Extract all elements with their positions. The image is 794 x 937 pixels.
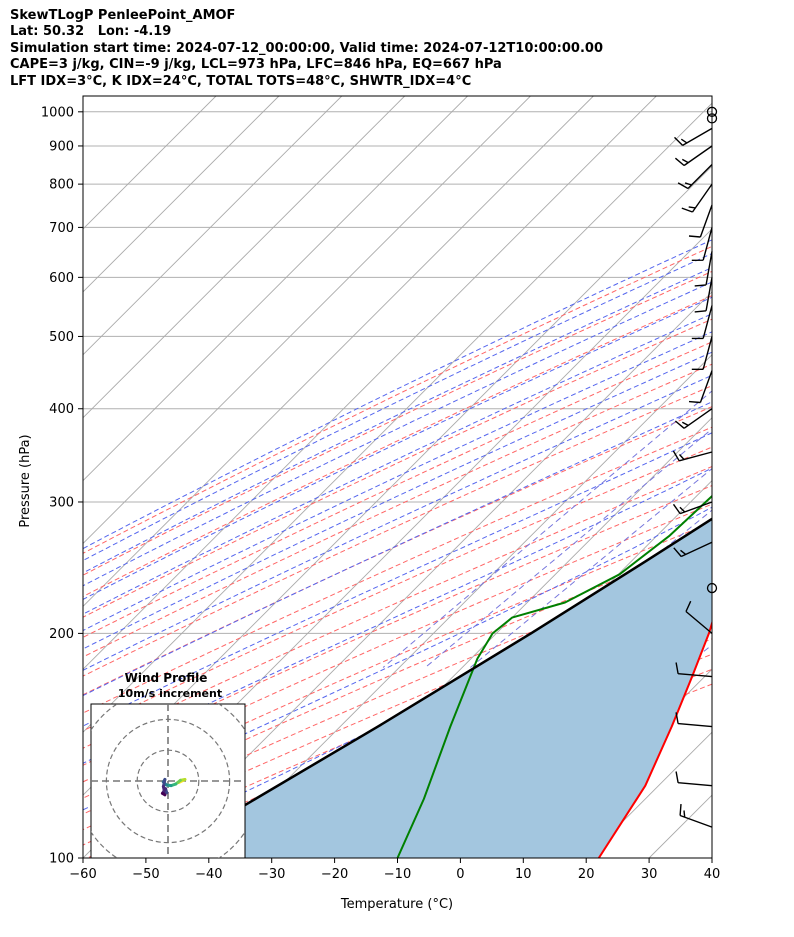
temperature-line xyxy=(597,619,712,858)
isotherm-line xyxy=(208,354,712,858)
x-tick-label: 10 xyxy=(515,867,532,882)
moist-adiabat-line xyxy=(83,506,712,811)
chart-header: SkewTLogP PenleePoint_AMOF Lat: 50.32 Lo… xyxy=(10,8,603,90)
moist-adiabat-line xyxy=(83,432,712,727)
wind-barb-calm xyxy=(706,106,718,117)
wind-barb xyxy=(672,501,713,515)
x-axis-label: Temperature (°C) xyxy=(340,897,453,912)
cape-line: CAPE=3 j/kg, CIN=-9 j/kg, LCL=973 hPa, L… xyxy=(10,57,502,73)
hodograph: Wind Profile 10m/s increment xyxy=(90,671,246,859)
dry-adiabat-line xyxy=(83,295,712,598)
mixing-ratio-line xyxy=(382,390,712,668)
wind-barb xyxy=(675,662,713,678)
moist-adiabat-line xyxy=(83,313,712,615)
dry-adiabat-line xyxy=(83,363,712,658)
isotherm-line xyxy=(83,102,712,733)
wind-barb xyxy=(672,450,713,462)
mixing-ratio-line xyxy=(470,467,712,668)
y-tick-label: 200 xyxy=(49,627,74,642)
x-tick-label: 40 xyxy=(704,867,721,882)
wind-barb xyxy=(694,251,713,287)
moist-adiabat-line xyxy=(83,281,712,587)
x-tick-label: −20 xyxy=(321,867,348,882)
x-tick-label: −60 xyxy=(69,867,96,882)
x-tick-label: −10 xyxy=(384,867,411,882)
isotherm-line xyxy=(83,96,217,230)
wind-barb-calm xyxy=(706,582,718,594)
hodograph-plot xyxy=(91,704,245,858)
chart-title: SkewTLogP PenleePoint_AMOF xyxy=(10,8,236,23)
y-tick-label: 300 xyxy=(49,495,74,510)
parcel-line xyxy=(154,517,712,858)
wind-barb xyxy=(688,204,713,238)
wind-barb xyxy=(679,804,713,828)
x-tick-label: −40 xyxy=(195,867,222,882)
hodograph-trace-segment xyxy=(160,791,167,797)
moist-adiabat-line xyxy=(83,401,712,697)
wind-barb xyxy=(675,712,713,728)
isotherm-line xyxy=(145,291,712,858)
dry-adiabat-line xyxy=(83,341,712,638)
dewpoint-line xyxy=(396,494,712,858)
moist-adiabat-line xyxy=(83,252,712,562)
isotherm-line xyxy=(83,96,280,293)
isotherm-line xyxy=(83,96,406,419)
dry-adiabat-line xyxy=(83,270,712,576)
location-line: Lat: 50.32 Lon: -4.19 xyxy=(10,24,172,40)
dry-adiabat-line xyxy=(83,245,712,554)
y-tick-label: 400 xyxy=(49,402,74,417)
moist-adiabat-line xyxy=(83,374,712,671)
x-tick-label: −30 xyxy=(258,867,285,882)
x-tick-label: 20 xyxy=(578,867,595,882)
isotherm-line xyxy=(83,96,531,545)
y-tick-label: 800 xyxy=(49,178,74,193)
wind-barb xyxy=(685,600,713,634)
hodograph-subtitle: 10m/s increment xyxy=(118,687,222,700)
y-tick-label: 1000 xyxy=(41,105,74,120)
wind-barb xyxy=(674,145,713,167)
isotherm-line xyxy=(83,96,594,608)
dry-adiabat-line xyxy=(83,385,712,677)
isotherm-line xyxy=(711,857,712,858)
x-tick-label: 30 xyxy=(641,867,658,882)
wind-barb xyxy=(691,336,713,370)
wind-barb xyxy=(694,277,713,313)
moist-adiabat-line xyxy=(83,239,712,550)
dry-adiabat-line xyxy=(83,521,712,799)
moist-adiabat-line xyxy=(83,296,712,600)
isotherm-line xyxy=(648,794,712,858)
wind-barb xyxy=(688,370,713,404)
time-line: Simulation start time: 2024-07-12_00:00:… xyxy=(10,40,603,56)
wind-barb xyxy=(675,771,713,787)
x-tick-label: −50 xyxy=(132,867,159,882)
wind-barbs xyxy=(672,106,718,828)
wind-barb xyxy=(681,183,713,213)
y-tick-label: 900 xyxy=(49,139,74,154)
y-tick-label: 600 xyxy=(49,271,74,286)
isotherm-line xyxy=(83,96,468,482)
wind-barb xyxy=(691,227,713,261)
dry-adiabat-line xyxy=(83,485,712,766)
cape-area xyxy=(155,518,712,858)
y-tick-label: 500 xyxy=(49,330,74,345)
moist-adiabat-line xyxy=(83,467,712,764)
y-tick-label: 100 xyxy=(49,852,74,867)
hodograph-title: Wind Profile xyxy=(125,671,208,685)
wind-barb xyxy=(691,305,713,340)
y-tick-label: 700 xyxy=(49,221,74,236)
wind-barb-calm xyxy=(706,113,718,124)
wind-barb xyxy=(674,408,713,429)
plot-area xyxy=(83,96,712,858)
wind-barb xyxy=(677,164,713,190)
wind-barb xyxy=(673,541,713,558)
wind-barb xyxy=(674,127,713,147)
isotherm-line xyxy=(83,96,657,670)
x-tick-label: 0 xyxy=(456,867,464,882)
y-axis-label: Pressure (hPa) xyxy=(18,434,33,527)
dry-adiabat-line xyxy=(83,446,712,732)
isotherm-line xyxy=(83,96,343,356)
index-line: LFT IDX=3°C, K IDX=24°C, TOTAL TOTS=48°C… xyxy=(10,73,472,89)
